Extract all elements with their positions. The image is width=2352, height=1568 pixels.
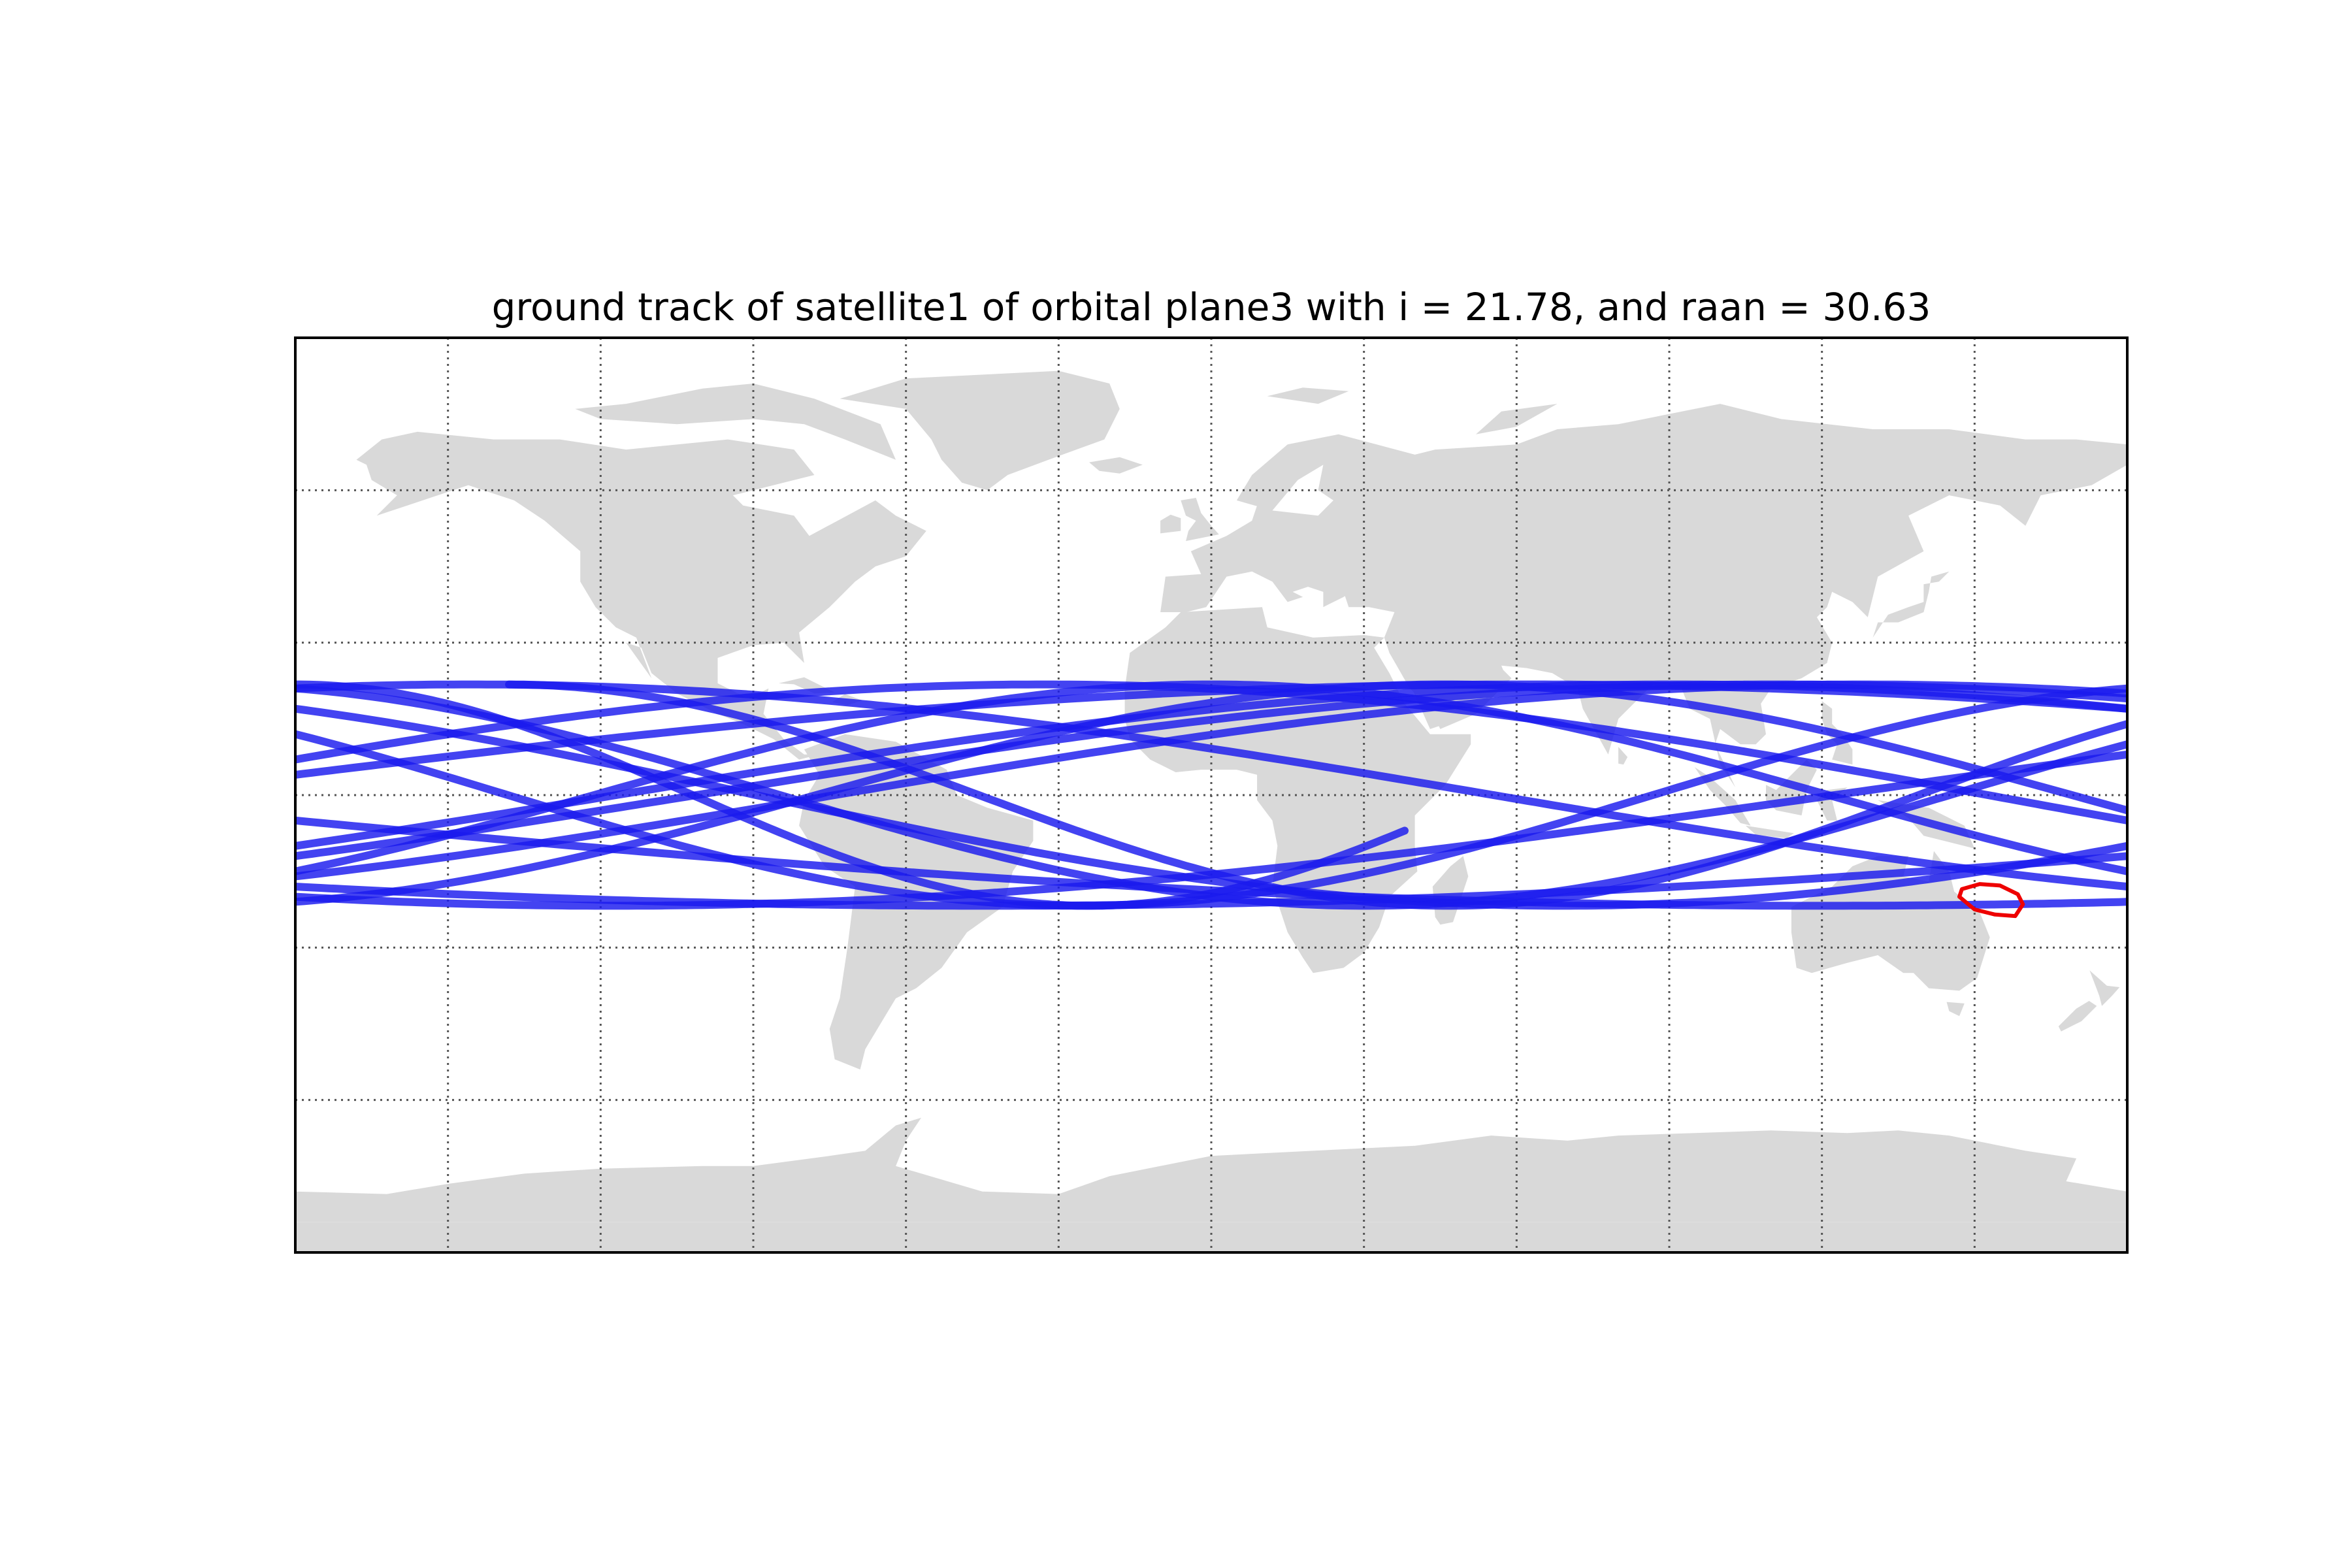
- land-novaya-zemlya: [1476, 404, 1558, 434]
- land-arctic-islands: [575, 373, 896, 460]
- land-new-zealand-north: [2089, 970, 2120, 1006]
- ground-track-pass: [295, 704, 2127, 910]
- target-region: [1957, 882, 2025, 919]
- land-madagascar: [1432, 856, 1469, 925]
- land-great-britain: [1181, 498, 1219, 542]
- land-ireland: [1160, 514, 1181, 534]
- ground-track-pass: [295, 680, 2127, 881]
- land-australia: [1791, 851, 1990, 991]
- chart-title: ground track of satellite1 of orbital pl…: [492, 285, 1931, 329]
- land-europe-asia: [1160, 404, 2127, 788]
- ground-track: [295, 680, 2127, 910]
- ground-track-pass: [295, 816, 2127, 910]
- land-japan: [1872, 571, 1950, 638]
- land-java: [1745, 825, 1794, 839]
- ground-track-pass: [505, 680, 2127, 910]
- land-iceland: [1089, 457, 1143, 474]
- target-region-outline: [1957, 882, 2025, 919]
- map-area: [295, 338, 2127, 1252]
- land-greenland: [840, 370, 1120, 491]
- ground-track-pass: [295, 684, 2127, 910]
- land-tasmania: [1946, 1002, 1965, 1017]
- ground-track-pass: [295, 852, 2127, 910]
- map-frame: [294, 336, 2129, 1254]
- ground-track-pass: [295, 680, 2127, 825]
- land-new-zealand-south: [2058, 1001, 2097, 1032]
- land-sri-lanka: [1618, 747, 1628, 765]
- land-antarctica: [295, 1117, 2127, 1222]
- land-north-america: [356, 431, 926, 760]
- land-svalbard: [1267, 387, 1349, 404]
